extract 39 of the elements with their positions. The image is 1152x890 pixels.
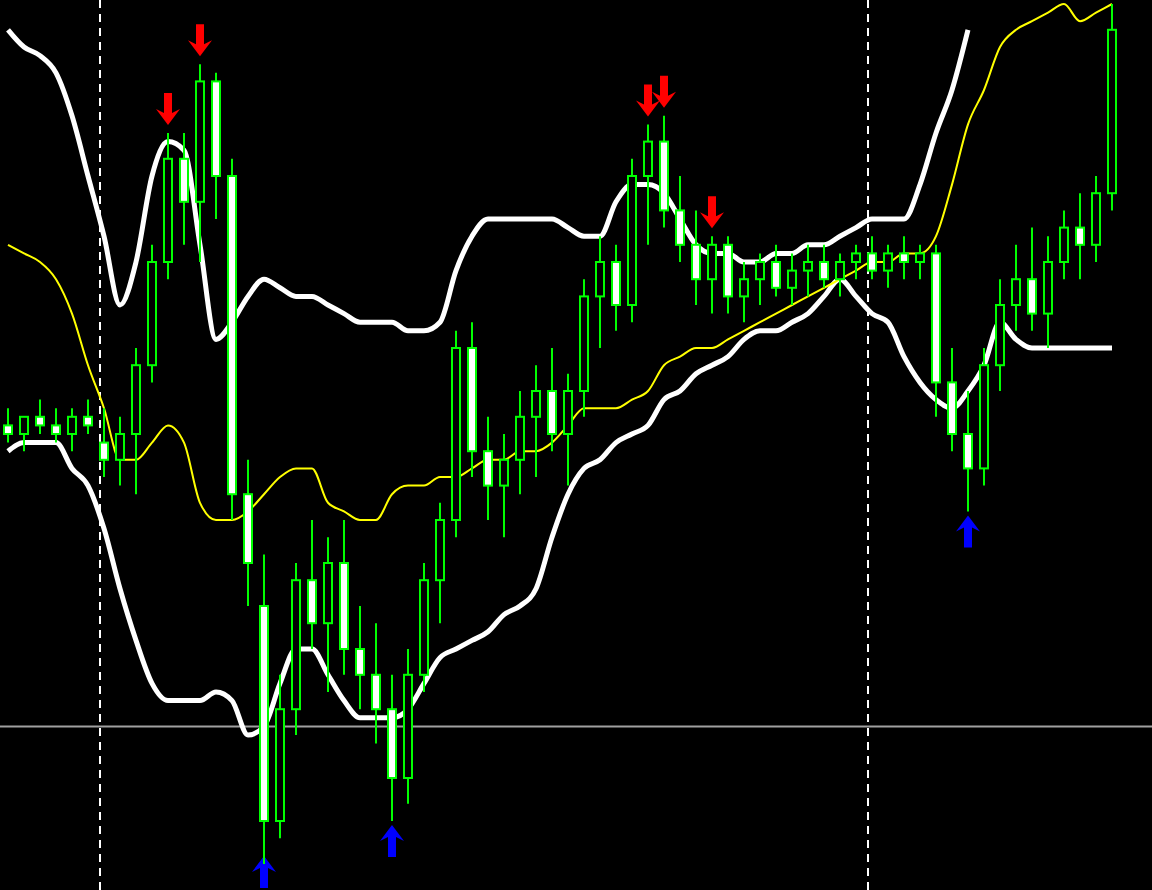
candlestick	[643, 123, 653, 246]
candlestick	[787, 252, 797, 306]
candlestick	[515, 390, 525, 496]
candlestick	[115, 415, 125, 487]
candlestick	[307, 519, 317, 650]
candlestick	[851, 243, 861, 281]
candlestick	[355, 605, 365, 711]
candlestick	[531, 364, 541, 478]
candlestick	[915, 243, 925, 281]
candlestick	[963, 390, 973, 513]
candlestick	[67, 407, 77, 453]
candlestick	[563, 372, 573, 487]
candlestick	[99, 407, 109, 478]
candlestick	[1059, 209, 1069, 281]
candlestick	[899, 235, 909, 281]
candlestick	[35, 398, 45, 435]
candlestick	[51, 407, 61, 444]
candlestick	[83, 398, 93, 435]
candlestick	[3, 407, 13, 444]
candlestick	[1027, 226, 1037, 332]
candlestick	[19, 415, 29, 453]
candlestick	[611, 243, 621, 332]
candlestick	[867, 235, 877, 281]
candlestick	[771, 243, 781, 298]
candlestick	[547, 347, 557, 453]
candlestick	[707, 235, 717, 315]
candlestick	[835, 252, 845, 298]
candlestick	[595, 235, 605, 349]
candlestick	[1011, 243, 1021, 332]
candlestick	[803, 243, 813, 298]
candlestick	[739, 261, 749, 324]
candlestick	[499, 433, 509, 539]
candlestick	[483, 415, 493, 521]
candlestick	[691, 209, 701, 306]
candlestick	[1075, 192, 1085, 281]
candlestick	[883, 243, 893, 289]
candlestick	[675, 175, 685, 263]
candlestick	[179, 132, 189, 246]
candlestick	[755, 252, 765, 306]
